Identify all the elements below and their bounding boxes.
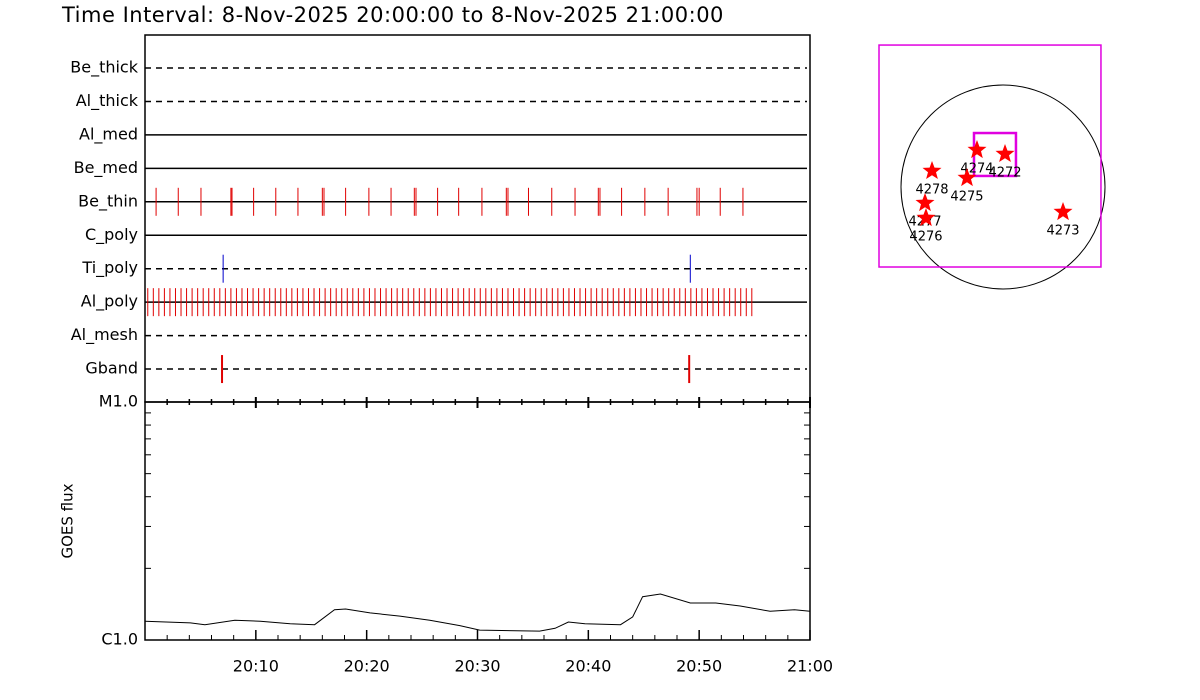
x-tick-label: 20:10	[233, 657, 279, 676]
filter-label: Be_thin	[78, 191, 138, 211]
region-star	[915, 193, 935, 212]
filter-label: Be_thick	[70, 58, 138, 78]
y-tick-label: C1.0	[101, 630, 138, 649]
region-star	[995, 144, 1015, 162]
region-label: 4278	[915, 182, 948, 197]
filter-label: Al_mesh	[71, 325, 138, 345]
x-tick-label: 20:50	[676, 657, 722, 676]
filter-label: Al_poly	[81, 292, 138, 312]
region-star	[967, 140, 987, 159]
filter-label: Gband	[85, 359, 138, 378]
filter-label: Be_med	[74, 158, 138, 178]
region-star	[916, 208, 936, 227]
y-tick-label: M1.0	[99, 392, 138, 411]
solar-limb	[900, 84, 1106, 290]
y-axis-label: GOES flux	[59, 483, 77, 558]
x-tick-label: 20:40	[565, 657, 611, 676]
region-star	[1053, 202, 1073, 221]
x-tick-label: 20:30	[454, 657, 500, 676]
fov-box	[878, 44, 1102, 268]
region-label: 4272	[988, 165, 1021, 180]
region-label: 4275	[950, 189, 983, 204]
filter-label: Al_thick	[76, 91, 139, 111]
goes-curve	[144, 593, 811, 632]
filter-label: Ti_poly	[81, 258, 138, 278]
x-tick-label: 20:20	[344, 657, 390, 676]
region-star	[922, 161, 942, 179]
region-star	[957, 168, 977, 187]
page-title: Time Interval: 8-Nov-2025 20:00:00 to 8-…	[61, 3, 724, 27]
region-label: 4273	[1046, 223, 1079, 238]
timeline-frame	[144, 34, 811, 403]
filter-label: Al_med	[79, 124, 138, 144]
x-tick-label: 21:00	[787, 657, 833, 676]
region-label: 4276	[909, 230, 942, 245]
goes-frame	[144, 401, 811, 641]
filter-label: C_poly	[85, 225, 138, 245]
